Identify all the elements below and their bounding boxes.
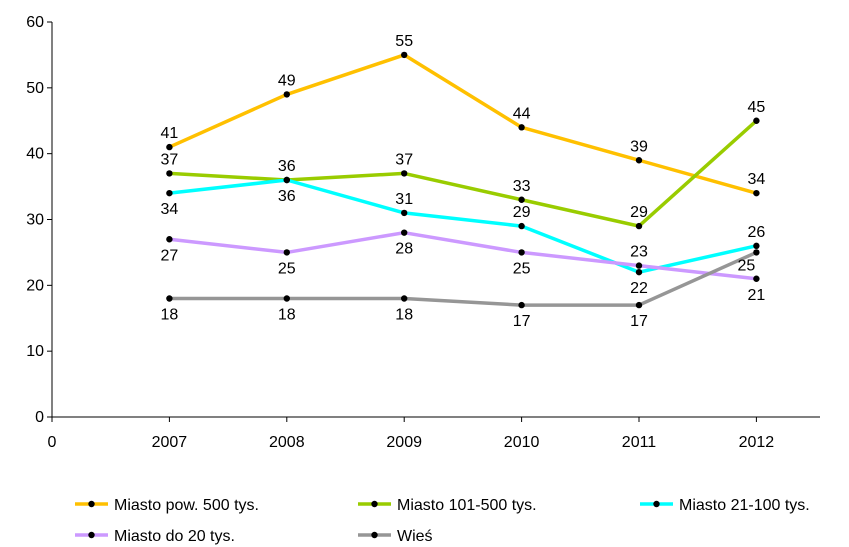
legend-label: Miasto 101-500 tys. [397,497,537,514]
series-line [167,53,759,195]
data-point [166,170,173,177]
data-label: 37 [161,151,179,168]
data-point [635,301,643,309]
legend-label: Wieś [397,528,433,545]
data-point [166,143,173,151]
y-tick-label: 50 [26,80,44,97]
data-label: 33 [513,178,531,195]
data-label: 37 [395,151,413,168]
series-line [167,178,759,274]
x-tick-label: 2012 [739,434,775,451]
data-point [401,295,408,302]
data-label: 36 [278,158,296,175]
y-tick-label: 60 [26,14,44,31]
data-point [753,242,760,250]
data-point [753,189,760,197]
data-label: 18 [395,307,413,324]
data-point [753,117,760,124]
data-label: 34 [748,171,766,188]
data-labels: 41 49 55 44 39 34 37 36 37 33 29 45 34 36 31 29 22 26 27 25… [161,33,766,330]
data-label: 25 [513,260,531,277]
data-point [283,295,290,302]
series-line [167,119,759,228]
data-point [401,209,408,217]
data-label: 44 [513,105,531,122]
data-point [518,301,525,309]
data-label: 36 [278,188,296,205]
legend-item: Miasto 101-500 tys. [358,497,537,514]
data-label: 23 [630,244,648,261]
data-label: 49 [278,72,296,89]
legend-item: Miasto 21-100 tys. [640,497,810,514]
series-line [167,250,759,307]
series-line [167,230,759,281]
data-label: 18 [161,307,179,324]
data-label: 39 [630,138,648,155]
data-label: 29 [513,204,531,221]
legend-label: Miasto 21-100 tys. [679,497,810,514]
series-points [166,51,760,309]
y-tick-label: 30 [26,212,44,229]
x-tick-label: 0 [48,434,57,451]
data-point [635,268,643,276]
y-tick-label: 20 [26,277,44,294]
data-label: 29 [630,204,648,221]
legend-marker [653,500,660,508]
data-point [518,249,525,256]
legend: Miasto pow. 500 tys. Miasto 101-500 tys. M… [75,497,810,545]
legend-marker [88,531,95,539]
data-point [401,51,408,59]
data-label: 25 [738,257,756,274]
data-label: 18 [278,307,296,324]
data-point [635,262,643,269]
legend-item: Wieś [358,528,433,545]
x-tick-label: 2010 [504,434,540,451]
legend-item: Miasto pow. 500 tys. [75,497,259,514]
data-point [753,249,760,256]
data-point [283,91,290,98]
data-label: 21 [748,287,766,304]
y-tick-label: 0 [35,409,44,426]
data-point [518,124,525,131]
data-point [166,295,173,302]
x-tick-label: 2011 [622,434,657,451]
data-point [283,249,290,256]
x-tick-label: 2007 [152,434,188,451]
data-label: 17 [513,313,531,330]
data-point [283,176,290,184]
legend-marker [88,500,95,508]
data-label: 27 [161,247,179,264]
data-point [401,170,408,177]
y-tick-label: 40 [26,146,44,163]
data-label: 41 [161,125,179,142]
data-point [635,222,643,230]
axes: 0 10 20 30 40 50 60 0 2007 2008 2009 2010 2011 2012 [26,14,820,451]
data-point [753,275,760,282]
data-label: 25 [278,260,296,277]
data-point [518,196,525,203]
data-point [166,189,173,197]
data-point [401,229,408,236]
legend-label: Miasto do 20 tys. [114,528,235,545]
data-point [635,157,643,164]
data-label: 45 [748,99,766,116]
data-label: 31 [395,191,413,208]
data-label: 26 [748,224,766,241]
x-tick-label: 2009 [386,434,422,451]
data-label: 34 [161,201,179,218]
legend-label: Miasto pow. 500 tys. [114,497,259,514]
data-label: 22 [630,280,648,297]
legend-marker [371,531,378,539]
legend-marker [371,500,378,508]
data-label: 28 [395,241,413,258]
y-tick-label: 10 [26,343,44,360]
data-point [166,236,173,243]
x-tick-label: 2008 [269,434,305,451]
data-label: 17 [630,313,648,330]
legend-item: Miasto do 20 tys. [75,528,235,545]
data-label: 55 [395,33,413,50]
series-lines [167,53,759,307]
data-point [518,222,525,230]
